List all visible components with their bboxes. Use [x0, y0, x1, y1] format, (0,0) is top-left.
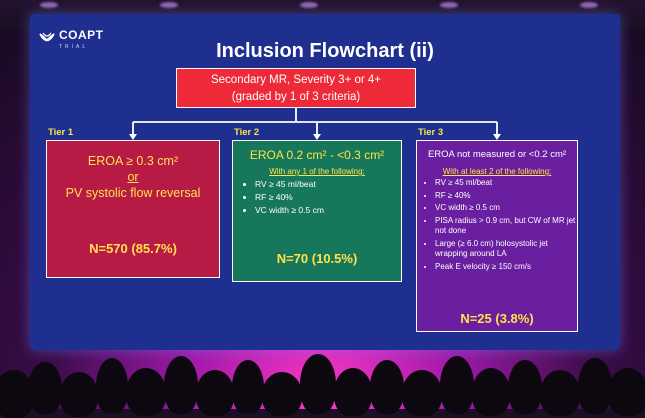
- list-item: RV ≥ 45 ml/beat: [255, 178, 401, 191]
- logo-subtitle: TRIAL: [59, 44, 89, 50]
- tier2-box: EROA 0.2 cm² - <0.3 cm² With any 1 of th…: [232, 140, 402, 282]
- tier3-criteria-list: RV ≥ 45 ml/beat RF ≥ 40% VC width ≥ 0.5 …: [417, 178, 577, 272]
- tier3-count: N=25 (3.8%): [460, 311, 534, 326]
- secondary-mr-box: Secondary MR, Severity 3+ or 4+ (graded …: [176, 68, 416, 108]
- audience-head: [402, 370, 442, 416]
- audience-silhouettes: [0, 352, 645, 418]
- ceiling-light: [580, 2, 598, 8]
- flow-connectors: [129, 108, 501, 140]
- tier1-eroa: EROA ≥ 0.3 cm²: [87, 154, 179, 168]
- ceiling-light: [40, 2, 58, 8]
- audience-head: [440, 356, 474, 414]
- audience-head: [300, 354, 336, 414]
- audience-head: [370, 360, 404, 414]
- list-item: Peak E velocity ≥ 150 cm/s: [435, 262, 577, 273]
- tier2-count: N=70 (10.5%): [276, 251, 358, 266]
- tier1-criteria: EROA ≥ 0.3 cm² or PV systolic flow rever…: [47, 153, 219, 201]
- ceiling-light: [300, 2, 318, 8]
- projection-screen: COAPT TRIAL Inclusion Flowchart (ii) Sec…: [30, 14, 620, 350]
- list-item: VC width ≥ 0.5 cm: [255, 204, 401, 217]
- coapt-logo: COAPT TRIAL: [38, 26, 104, 50]
- top-box-line1: Secondary MR, Severity 3+ or 4+: [210, 74, 382, 86]
- tier1-label: Tier 1: [48, 127, 74, 138]
- tier3-subheading: With at least 2 of the following:: [442, 167, 552, 176]
- tier3-box: EROA not measured or <0.2 cm² With at le…: [416, 140, 578, 332]
- audience-head: [164, 356, 198, 414]
- list-item: VC width ≥ 0.5 cm: [435, 203, 577, 214]
- logo-name: COAPT: [59, 28, 104, 42]
- audience-head: [96, 358, 128, 414]
- tier1-box: EROA ≥ 0.3 cm² or PV systolic flow rever…: [46, 140, 220, 278]
- tier2-label: Tier 2: [234, 127, 260, 138]
- top-box-line2: (graded by 1 of 3 criteria): [231, 91, 361, 103]
- audience-head: [60, 372, 98, 417]
- audience-head: [508, 360, 542, 414]
- ceiling-light: [160, 2, 178, 8]
- list-item: RF ≥ 40%: [255, 191, 401, 204]
- audience-head: [608, 368, 645, 416]
- tier1-count: N=570 (85.7%): [89, 241, 177, 256]
- tier2-criteria-list: RV ≥ 45 ml/beat RF ≥ 40% VC width ≥ 0.5 …: [233, 178, 401, 217]
- audience-head: [232, 360, 264, 414]
- tier2-eroa: EROA 0.2 cm² - <0.3 cm²: [249, 148, 385, 162]
- tier2-subheading: With any 1 of the following:: [269, 167, 365, 176]
- ceiling-light: [440, 2, 458, 8]
- tier1-or: or: [127, 170, 139, 184]
- list-item: Large (≥ 6.0 cm) holosystolic jet wrappi…: [435, 239, 577, 260]
- list-item: PISA radius > 0.9 cm, but CW of MR jet n…: [435, 216, 577, 237]
- audience-head: [540, 370, 580, 416]
- heart-valve-icon: [39, 32, 55, 42]
- audience-head: [262, 372, 302, 416]
- audience-head: [578, 358, 612, 414]
- audience-head: [472, 368, 510, 416]
- audience-head: [126, 368, 166, 416]
- audience-head: [334, 368, 372, 416]
- tier3-label: Tier 3: [418, 127, 444, 138]
- tier3-eroa: EROA not measured or <0.2 cm²: [427, 149, 567, 160]
- list-item: RF ≥ 40%: [435, 191, 577, 202]
- tier1-pv-flow: PV systolic flow reversal: [65, 186, 201, 200]
- slide-title: Inclusion Flowchart (ii): [216, 40, 434, 62]
- audience-head: [196, 370, 234, 416]
- audience-head: [28, 362, 62, 414]
- list-item: RV ≥ 45 ml/beat: [435, 178, 577, 189]
